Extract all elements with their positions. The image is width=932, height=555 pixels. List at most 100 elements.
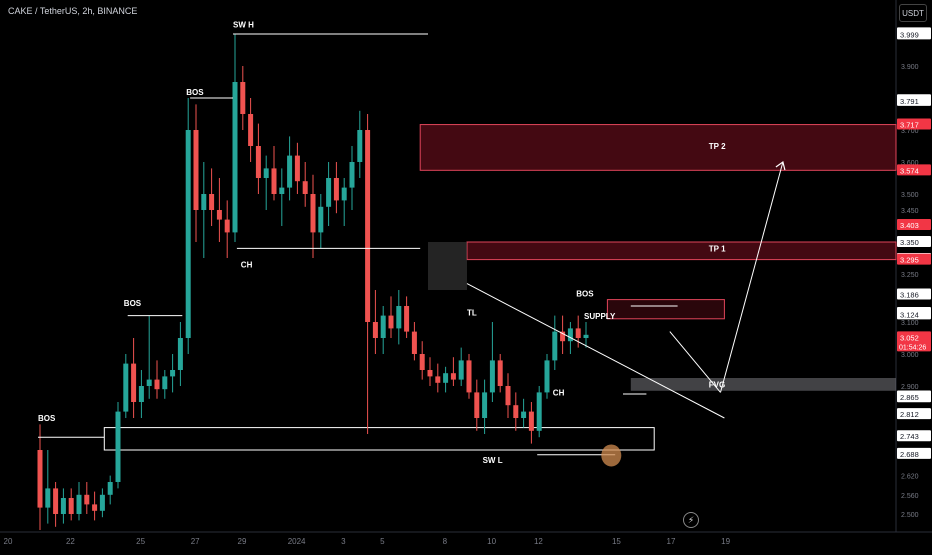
candle-body (193, 130, 199, 210)
candle-body (209, 194, 215, 210)
price-label: 2.743 (900, 432, 919, 441)
projection-down (669, 331, 721, 393)
candle-body (505, 386, 511, 406)
price-label-box (897, 118, 931, 130)
candle-body (427, 370, 433, 377)
candle-body (341, 187, 347, 201)
price-tick: 2.620 (901, 474, 919, 481)
price-label-box (897, 308, 931, 320)
candle-body (419, 354, 425, 370)
price-tick: 2.560 (901, 493, 919, 500)
candle-body (466, 360, 472, 393)
candle-body (365, 130, 371, 322)
candle-body (138, 386, 144, 402)
annotation-label: BOS (576, 289, 594, 298)
candle-body (170, 370, 176, 377)
candle-body (482, 392, 488, 418)
price-label: 3.999 (900, 30, 919, 39)
candle-body (544, 360, 550, 393)
time-tick: 27 (191, 537, 200, 546)
annotation-label: SW L (483, 456, 503, 465)
candle-body (521, 411, 527, 418)
price-label: 2.812 (900, 410, 919, 419)
price-label: 3.574 (900, 166, 919, 175)
price-tick: 3.450 (901, 208, 919, 215)
price-label-box (897, 219, 931, 231)
candle-body (443, 373, 449, 383)
annotation-label: BOS (186, 88, 204, 97)
candle-body (146, 379, 152, 386)
price-tick: 3.500 (901, 192, 919, 199)
countdown-label: 01:54:26 (899, 344, 926, 351)
candle-body (279, 187, 285, 194)
candle-body (92, 504, 98, 511)
price-label: 3.350 (900, 238, 919, 247)
price-tick: 2.900 (901, 384, 919, 391)
symbol-title: CAKE / TetherUS, 2h, BINANCE (8, 6, 138, 16)
candle-body (411, 331, 417, 354)
price-tick: 3.000 (901, 352, 919, 359)
annotation-label: SW H (233, 21, 254, 30)
candle-body (333, 178, 339, 201)
annotation-label: BOS (124, 299, 142, 308)
candle-body (388, 315, 394, 329)
candle-body (115, 411, 121, 482)
time-tick: 12 (534, 537, 543, 546)
price-label: 3.052 (900, 333, 919, 342)
supply-zone (606, 299, 725, 320)
candle-body (60, 498, 66, 514)
price-label: 3.186 (900, 290, 919, 299)
candle-body (583, 334, 589, 338)
price-label-box (897, 447, 931, 459)
price-label-box (897, 164, 931, 176)
candle-body (216, 210, 222, 220)
trendline (466, 283, 725, 419)
candle-body (255, 146, 261, 178)
price-label-box (897, 288, 931, 300)
price-label: 3.295 (900, 256, 919, 265)
candle-body (372, 322, 378, 338)
price-tick: 3.250 (901, 272, 919, 279)
candle-body (474, 392, 480, 418)
annotation-label: CH (553, 389, 565, 398)
price-label-box (897, 94, 931, 106)
candle-body (552, 331, 558, 361)
candle-body (287, 155, 293, 188)
time-tick: 25 (136, 537, 145, 546)
candle-body (201, 194, 207, 210)
candle-body (349, 162, 355, 188)
price-tick: 3.600 (901, 160, 919, 167)
price-label: 3.403 (900, 221, 919, 230)
candle-body (185, 130, 191, 338)
candle-body (162, 376, 168, 390)
price-tick: 3.900 (901, 64, 919, 71)
currency-button[interactable]: USDT (899, 4, 927, 22)
time-tick: 17 (667, 537, 676, 546)
price-label-box (897, 430, 931, 442)
candle-body (84, 494, 90, 505)
annotation-label: CH (241, 261, 253, 270)
candle-body (489, 360, 495, 393)
candle-body (536, 392, 542, 431)
price-tick: 2.500 (901, 512, 919, 519)
candle-body (450, 373, 456, 380)
time-tick: 2024 (288, 537, 306, 546)
price-label-box (897, 331, 931, 352)
annotation-label: BOS (38, 414, 56, 423)
candle-body (435, 376, 441, 383)
candle-body (560, 331, 566, 342)
candle-body (458, 360, 464, 380)
candle-body (68, 498, 74, 514)
price-label: 3.717 (900, 121, 919, 130)
candle-body (107, 482, 113, 495)
candle-body (326, 178, 332, 207)
swing-low-marker (601, 444, 622, 467)
candle-body (294, 155, 300, 182)
candle-body (154, 379, 160, 390)
price-label-box (897, 408, 931, 420)
lightning-icon[interactable]: ⚡ (683, 512, 699, 528)
candle-body (528, 411, 534, 431)
candle-body (53, 488, 59, 514)
